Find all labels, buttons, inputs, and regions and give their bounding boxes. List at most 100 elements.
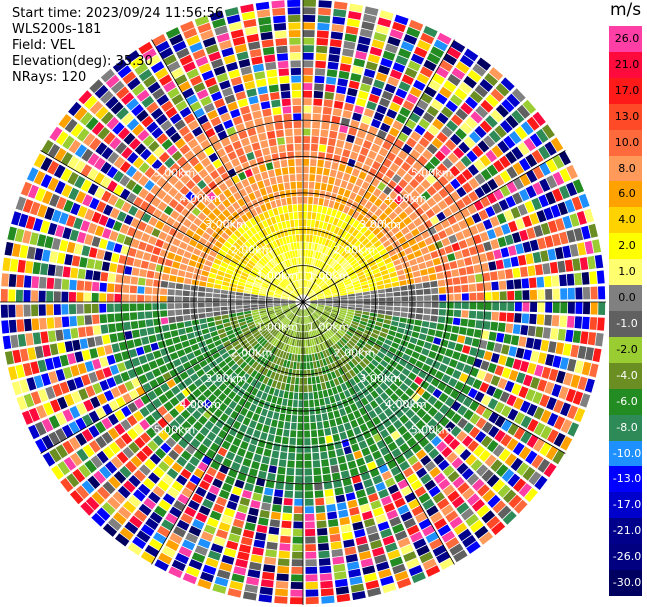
velocity-gate (364, 343, 373, 350)
velocity-gate (288, 303, 296, 305)
velocity-gate (261, 456, 270, 465)
velocity-gate (540, 425, 553, 440)
velocity-gate (405, 119, 417, 130)
velocity-gate (136, 109, 149, 122)
velocity-gate (279, 254, 285, 262)
velocity-gate (360, 261, 368, 268)
velocity-gate (266, 243, 273, 252)
velocity-gate (259, 509, 270, 519)
velocity-gate (451, 401, 462, 412)
velocity-gate (424, 295, 431, 301)
velocity-gate (167, 303, 175, 310)
velocity-gate (282, 375, 288, 383)
velocity-gate (323, 168, 330, 176)
velocity-gate (451, 242, 461, 252)
velocity-gate (242, 195, 251, 204)
velocity-gate (129, 303, 137, 312)
metadata-block: Start time: 2023/09/24 11:56:56 WLS200s-… (12, 6, 223, 86)
velocity-gate (552, 154, 565, 169)
velocity-gate (347, 208, 355, 217)
velocity-gate (537, 379, 548, 392)
velocity-gate (94, 84, 109, 99)
velocity-gate (253, 316, 261, 321)
velocity-gate (410, 479, 423, 491)
velocity-gate (182, 290, 190, 297)
velocity-gate (447, 341, 456, 350)
velocity-gate (513, 499, 528, 514)
velocity-gate (62, 409, 74, 422)
velocity-gate (329, 270, 336, 277)
velocity-gate (331, 548, 344, 558)
velocity-gate (378, 568, 392, 579)
velocity-gate (331, 251, 338, 259)
velocity-gate (316, 260, 321, 268)
velocity-gate (125, 165, 137, 178)
velocity-gate (450, 178, 461, 190)
velocity-gate (544, 141, 557, 156)
velocity-gate (270, 511, 281, 520)
velocity-gate (127, 428, 139, 440)
velocity-gate (293, 392, 299, 400)
velocity-gate (331, 115, 341, 124)
velocity-gate (295, 377, 299, 385)
velocity-gate (488, 331, 497, 341)
velocity-gate (292, 315, 297, 322)
velocity-gate (318, 543, 330, 551)
velocity-gate (411, 351, 420, 359)
velocity-gate (467, 388, 478, 399)
velocity-gate (333, 298, 340, 301)
velocity-gate (482, 408, 493, 420)
velocity-cells (0, 0, 606, 605)
velocity-gate (288, 368, 293, 377)
velocity-gate (171, 150, 183, 162)
velocity-gate (126, 192, 137, 204)
velocity-gate (304, 468, 313, 476)
velocity-gate (49, 448, 62, 463)
velocity-gate (438, 175, 449, 187)
velocity-gate (227, 333, 236, 340)
velocity-gate (66, 214, 76, 228)
velocity-gate (274, 306, 281, 310)
velocity-gate (186, 265, 195, 273)
velocity-gate (42, 344, 52, 357)
velocity-gate (458, 141, 470, 154)
velocity-gate (131, 329, 140, 339)
velocity-gate (353, 315, 361, 320)
velocity-gate (359, 277, 367, 283)
velocity-gate (100, 68, 115, 83)
velocity-gate (318, 318, 324, 324)
velocity-gate (305, 288, 308, 295)
velocity-gate (403, 34, 418, 45)
velocity-gate (286, 329, 291, 336)
velocity-gate (179, 371, 189, 380)
velocity-gate (333, 322, 341, 328)
velocity-gate (76, 448, 89, 462)
colorbar-unit: m/s (610, 0, 642, 20)
velocity-gate (41, 435, 54, 450)
velocity-gate (195, 486, 207, 498)
velocity-gate (69, 279, 77, 291)
velocity-gate (477, 140, 490, 153)
velocity-gate (243, 18, 257, 28)
velocity-gate (181, 340, 190, 348)
velocity-gate (126, 98, 139, 111)
velocity-gate (191, 552, 206, 563)
velocity-gate (310, 266, 315, 274)
velocity-gate (307, 307, 313, 314)
velocity-gate (317, 252, 322, 260)
velocity-gate (171, 462, 183, 473)
velocity-gate (196, 201, 206, 211)
azimuth-spoke (302, 301, 566, 454)
velocity-gate (310, 422, 317, 430)
velocity-gate (176, 47, 190, 59)
velocity-gate (454, 88, 468, 101)
velocity-gate (371, 160, 381, 171)
velocity-gate (419, 66, 433, 78)
velocity-gate (270, 371, 276, 380)
velocity-gate (313, 312, 320, 318)
velocity-gate (247, 278, 255, 283)
velocity-gate (317, 344, 322, 352)
velocity-gate (544, 381, 555, 395)
velocity-gate (19, 379, 30, 394)
velocity-gate (486, 164, 499, 177)
